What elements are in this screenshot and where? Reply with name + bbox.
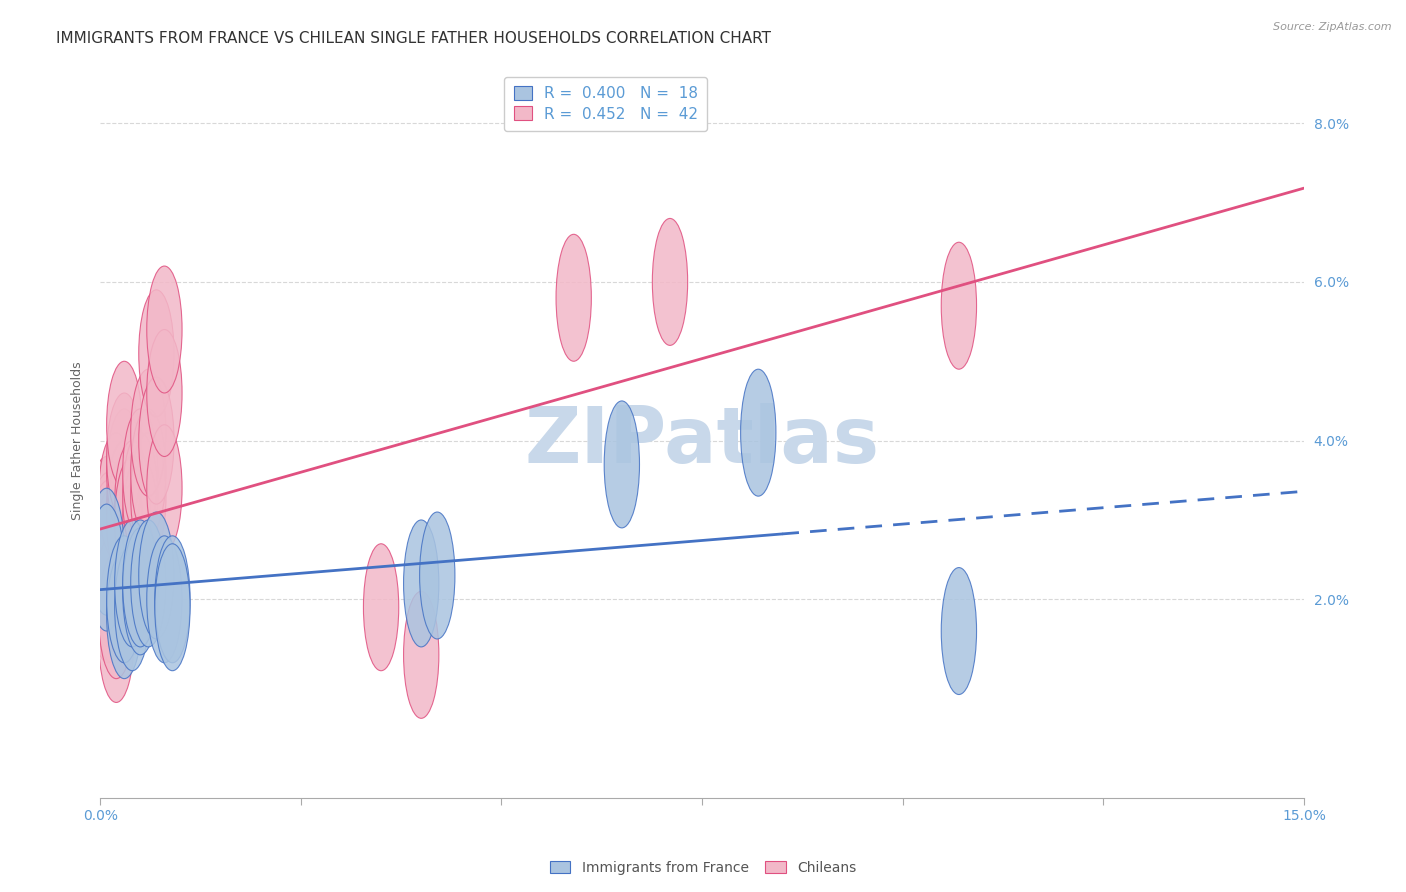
Ellipse shape [87, 480, 122, 607]
Ellipse shape [146, 425, 181, 551]
Ellipse shape [107, 536, 142, 663]
Ellipse shape [131, 369, 166, 496]
Ellipse shape [146, 266, 181, 393]
Ellipse shape [90, 520, 127, 647]
Ellipse shape [652, 219, 688, 345]
Ellipse shape [107, 409, 142, 536]
Ellipse shape [122, 528, 157, 655]
Ellipse shape [89, 504, 124, 631]
Ellipse shape [115, 544, 150, 671]
Ellipse shape [89, 488, 124, 615]
Ellipse shape [115, 520, 150, 647]
Ellipse shape [555, 235, 592, 361]
Ellipse shape [131, 520, 166, 647]
Ellipse shape [941, 243, 977, 369]
Ellipse shape [89, 457, 124, 583]
Ellipse shape [741, 369, 776, 496]
Legend: Immigrants from France, Chileans: Immigrants from France, Chileans [544, 855, 862, 880]
Ellipse shape [404, 591, 439, 718]
Ellipse shape [155, 536, 190, 663]
Ellipse shape [941, 567, 977, 695]
Ellipse shape [94, 520, 129, 647]
Ellipse shape [363, 544, 399, 671]
Text: IMMIGRANTS FROM FRANCE VS CHILEAN SINGLE FATHER HOUSEHOLDS CORRELATION CHART: IMMIGRANTS FROM FRANCE VS CHILEAN SINGLE… [56, 31, 772, 46]
Ellipse shape [98, 551, 134, 679]
Y-axis label: Single Father Households: Single Father Households [72, 361, 84, 520]
Ellipse shape [139, 377, 174, 504]
Ellipse shape [122, 433, 157, 559]
Ellipse shape [605, 401, 640, 528]
Ellipse shape [90, 480, 127, 607]
Ellipse shape [87, 488, 122, 615]
Ellipse shape [419, 512, 456, 639]
Ellipse shape [94, 536, 129, 663]
Ellipse shape [107, 551, 142, 679]
Ellipse shape [90, 504, 127, 631]
Ellipse shape [146, 329, 181, 457]
Ellipse shape [107, 536, 142, 663]
Ellipse shape [139, 512, 174, 639]
Ellipse shape [115, 528, 150, 655]
Ellipse shape [131, 409, 166, 536]
Ellipse shape [122, 520, 157, 647]
Ellipse shape [122, 409, 157, 536]
Ellipse shape [107, 457, 142, 583]
Ellipse shape [155, 544, 190, 671]
Ellipse shape [404, 520, 439, 647]
Ellipse shape [98, 433, 134, 559]
Ellipse shape [90, 473, 127, 599]
Ellipse shape [90, 488, 127, 615]
Ellipse shape [146, 536, 181, 663]
Ellipse shape [122, 457, 157, 583]
Text: Source: ZipAtlas.com: Source: ZipAtlas.com [1274, 22, 1392, 32]
Ellipse shape [139, 290, 174, 417]
Ellipse shape [122, 520, 157, 647]
Ellipse shape [90, 536, 127, 663]
Ellipse shape [115, 457, 150, 583]
Ellipse shape [107, 361, 142, 488]
Legend: R =  0.400   N =  18, R =  0.452   N =  42: R = 0.400 N = 18, R = 0.452 N = 42 [505, 77, 707, 131]
Ellipse shape [115, 441, 150, 567]
Ellipse shape [94, 488, 129, 615]
Ellipse shape [98, 575, 134, 703]
Ellipse shape [115, 457, 150, 583]
Text: ZIPatlas: ZIPatlas [524, 402, 880, 479]
Ellipse shape [107, 441, 142, 567]
Ellipse shape [107, 393, 142, 520]
Ellipse shape [131, 433, 166, 559]
